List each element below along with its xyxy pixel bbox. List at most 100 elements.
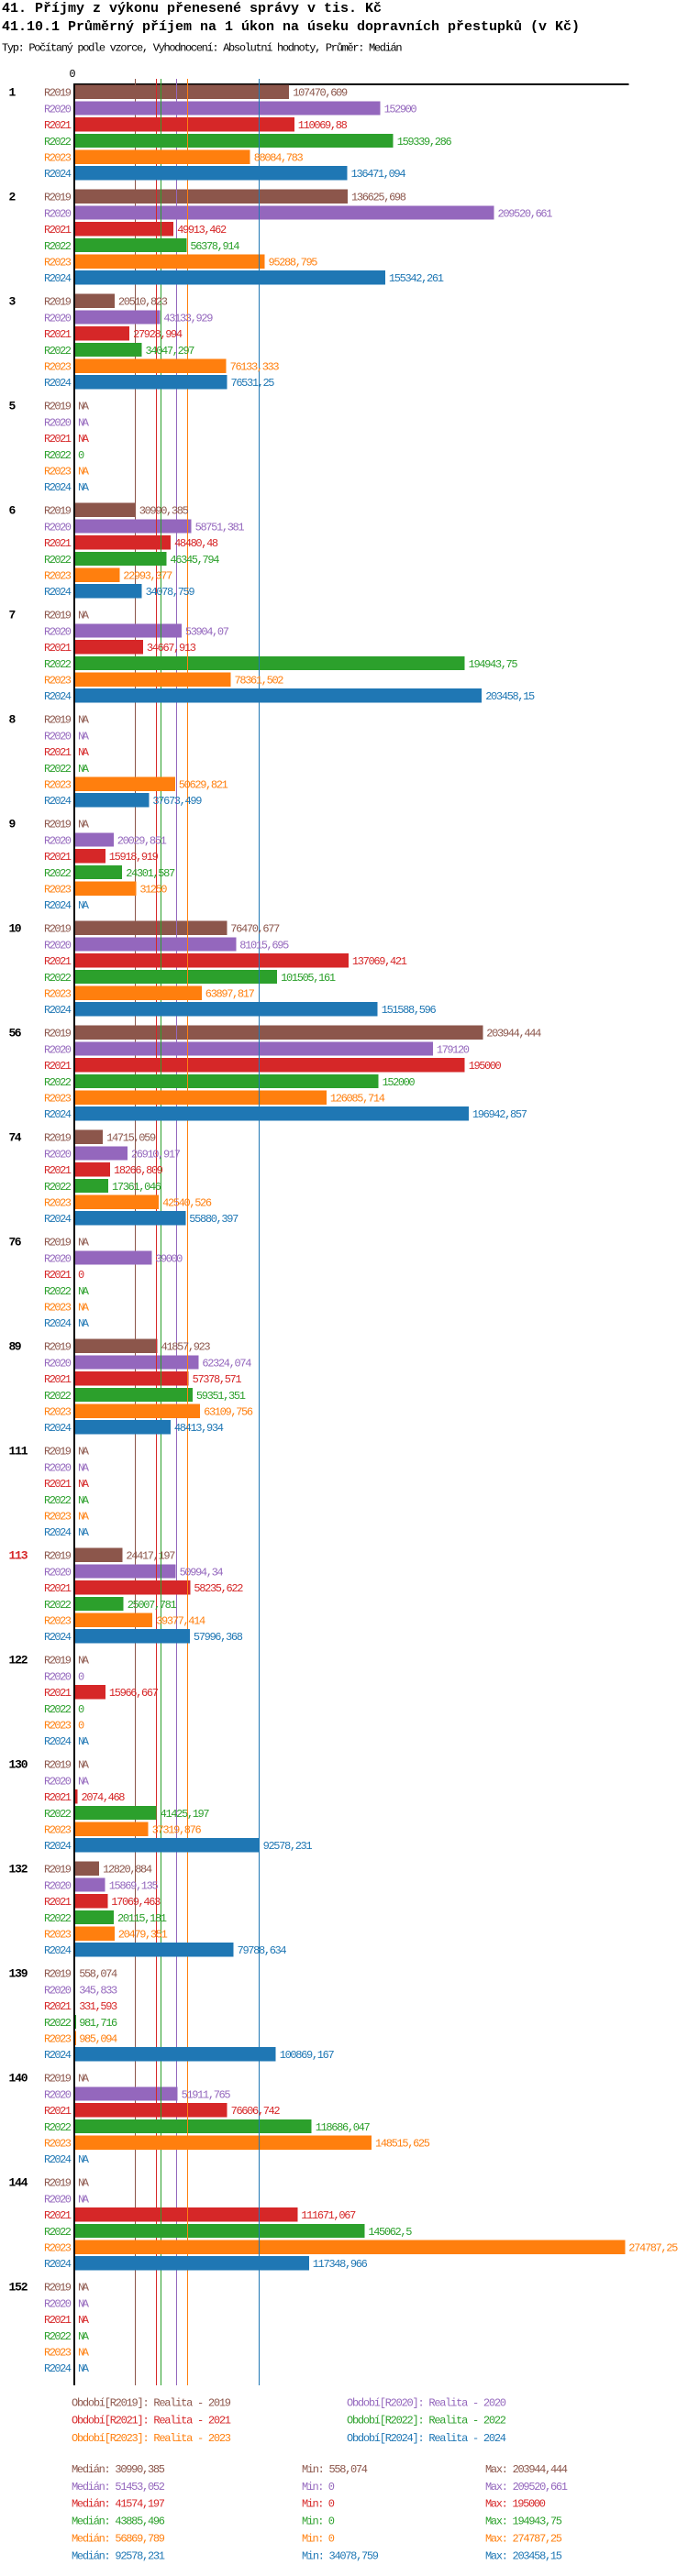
svg-text:R2024: R2024 [44, 1944, 72, 1957]
svg-text:R2019: R2019 [44, 1550, 72, 1563]
svg-text:R2021: R2021 [44, 2209, 72, 2222]
svg-text:R2021: R2021 [44, 1687, 72, 1700]
svg-text:NA: NA [78, 1655, 90, 1668]
svg-text:Max: 195000: Max: 195000 [485, 2498, 546, 2511]
svg-text:R2020: R2020 [44, 1879, 72, 1892]
svg-text:R2023: R2023 [44, 1093, 72, 1106]
svg-text:NA: NA [78, 1317, 90, 1330]
svg-text:3: 3 [9, 295, 17, 309]
svg-text:R2024: R2024 [44, 1526, 72, 1539]
svg-text:0: 0 [78, 1720, 84, 1733]
svg-text:26910,917: 26910,917 [131, 1148, 181, 1161]
svg-text:Min: 34078,759: Min: 34078,759 [302, 2550, 379, 2563]
svg-text:R2019: R2019 [44, 192, 72, 204]
svg-text:R2024: R2024 [44, 168, 72, 181]
svg-text:NA: NA [78, 2282, 90, 2295]
svg-text:R2019: R2019 [44, 1759, 72, 1772]
svg-text:49913,462: 49913,462 [177, 224, 227, 237]
svg-text:144: 144 [9, 2176, 28, 2190]
svg-text:Max: 203458,15: Max: 203458,15 [485, 2550, 562, 2563]
svg-text:Medián: 56869,789: Medián: 56869,789 [72, 2533, 165, 2546]
svg-text:R2022: R2022 [44, 1494, 72, 1507]
svg-text:31250: 31250 [139, 884, 167, 897]
svg-text:NA: NA [78, 730, 90, 743]
svg-text:R2020: R2020 [44, 312, 72, 325]
svg-text:56: 56 [9, 1027, 22, 1040]
svg-text:R2021: R2021 [44, 1582, 72, 1595]
svg-text:15918,919: 15918,919 [109, 851, 159, 864]
svg-text:R2022: R2022 [44, 2121, 72, 2134]
svg-text:NA: NA [78, 899, 90, 912]
svg-text:137069,421: 137069,421 [352, 955, 407, 968]
svg-text:NA: NA [78, 746, 90, 759]
svg-text:NA: NA [78, 1494, 90, 1507]
svg-text:R2020: R2020 [44, 1566, 72, 1579]
svg-text:R2021: R2021 [44, 851, 72, 864]
svg-text:111: 111 [9, 1445, 28, 1459]
svg-text:R2020: R2020 [44, 1670, 72, 1683]
svg-text:41857,923: 41857,923 [161, 1341, 211, 1354]
svg-text:41.10.1 Průměrný příjem na 1 ú: 41.10.1 Průměrný příjem na 1 úkon na úse… [2, 19, 580, 35]
svg-text:53904,07: 53904,07 [185, 625, 229, 638]
svg-text:R2022: R2022 [44, 2330, 72, 2343]
svg-text:R2023: R2023 [44, 1824, 72, 1837]
svg-text:18266,809: 18266,809 [114, 1164, 163, 1177]
svg-text:Medián: 51453,052: Medián: 51453,052 [72, 2481, 165, 2493]
svg-text:R2020: R2020 [44, 207, 72, 220]
svg-text:Období[R2020]: Realita - 2020: Období[R2020]: Realita - 2020 [347, 2397, 506, 2410]
svg-text:R2021: R2021 [44, 1164, 72, 1177]
svg-text:985,094: 985,094 [79, 2033, 117, 2046]
svg-text:R2024: R2024 [44, 1735, 72, 1748]
svg-text:136625,698: 136625,698 [351, 192, 406, 204]
svg-text:Období[R2024]: Realita - 2024: Období[R2024]: Realita - 2024 [347, 2432, 506, 2445]
svg-text:R2020: R2020 [44, 2297, 72, 2310]
svg-text:76: 76 [9, 1236, 22, 1249]
svg-text:7: 7 [9, 609, 17, 622]
svg-text:R2019: R2019 [44, 1655, 72, 1668]
svg-text:203458,15: 203458,15 [485, 690, 535, 703]
svg-text:R2023: R2023 [44, 257, 72, 270]
svg-text:R2019: R2019 [44, 1446, 72, 1459]
svg-text:51911,765: 51911,765 [182, 2088, 231, 2101]
svg-text:R2022: R2022 [44, 1599, 72, 1612]
svg-text:R2020: R2020 [44, 730, 72, 743]
svg-text:130: 130 [9, 1758, 28, 1772]
svg-text:R2023: R2023 [44, 779, 72, 792]
svg-text:NA: NA [78, 1237, 90, 1249]
svg-text:R2023: R2023 [44, 2033, 72, 2046]
svg-text:Min: 0: Min: 0 [302, 2498, 335, 2511]
svg-text:R2022: R2022 [44, 554, 72, 567]
svg-text:R2019: R2019 [44, 1237, 72, 1249]
svg-text:R2021: R2021 [44, 1478, 72, 1491]
svg-text:76531,25: 76531,25 [231, 377, 275, 390]
svg-text:R2020: R2020 [44, 939, 72, 952]
svg-text:R2019: R2019 [44, 1968, 72, 1981]
svg-text:R2020: R2020 [44, 103, 72, 116]
svg-text:196942,857: 196942,857 [472, 1108, 527, 1121]
svg-text:R2019: R2019 [44, 1028, 72, 1040]
svg-text:111671,067: 111671,067 [301, 2209, 356, 2222]
svg-text:R2023: R2023 [44, 1197, 72, 1210]
svg-text:81015,695: 81015,695 [239, 939, 289, 952]
svg-text:136471,094: 136471,094 [351, 168, 406, 181]
svg-text:2: 2 [9, 191, 17, 204]
svg-text:R2021: R2021 [44, 328, 72, 341]
svg-text:NA: NA [78, 416, 90, 429]
svg-text:R2024: R2024 [44, 1631, 72, 1644]
svg-text:R2023: R2023 [44, 361, 72, 374]
svg-text:Max: 274787,25: Max: 274787,25 [485, 2533, 562, 2546]
svg-text:NA: NA [78, 401, 90, 413]
svg-text:R2023: R2023 [44, 2138, 72, 2151]
svg-text:R2021: R2021 [44, 224, 72, 237]
svg-text:46345,794: 46345,794 [170, 554, 219, 567]
svg-text:79788,634: 79788,634 [238, 1944, 287, 1957]
svg-text:0: 0 [69, 68, 75, 81]
svg-text:R2023: R2023 [44, 1406, 72, 1419]
svg-text:58235,622: 58235,622 [194, 1582, 243, 1595]
svg-text:Medián: 92578,231: Medián: 92578,231 [72, 2550, 165, 2563]
svg-text:152: 152 [9, 2281, 28, 2295]
svg-text:R2019: R2019 [44, 1341, 72, 1354]
svg-text:NA: NA [78, 466, 90, 479]
svg-text:R2021: R2021 [44, 119, 72, 132]
svg-text:R2020: R2020 [44, 1461, 72, 1474]
